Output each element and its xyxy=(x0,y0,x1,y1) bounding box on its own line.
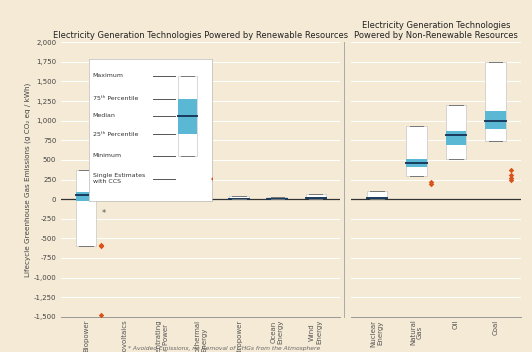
Bar xyxy=(76,170,96,246)
Bar xyxy=(367,190,387,199)
Bar xyxy=(153,193,172,199)
Bar xyxy=(367,198,387,199)
Bar xyxy=(485,62,506,141)
Bar xyxy=(446,105,467,159)
Bar xyxy=(229,198,249,199)
Bar xyxy=(268,198,287,199)
Bar xyxy=(76,192,96,201)
Bar xyxy=(114,193,134,197)
Bar xyxy=(191,192,211,198)
Bar xyxy=(153,195,172,197)
Bar xyxy=(229,196,249,199)
Bar xyxy=(114,187,134,198)
Bar xyxy=(306,194,326,199)
Bar xyxy=(191,194,211,196)
Title: Electricity Generation Technologies Powered by Renewable Resources: Electricity Generation Technologies Powe… xyxy=(53,31,348,40)
Bar xyxy=(446,131,467,145)
Text: * Avoided Emissions, no Removal of GHGs from the Atmosphere: * Avoided Emissions, no Removal of GHGs … xyxy=(128,346,320,351)
Text: *: * xyxy=(102,209,106,218)
Bar xyxy=(406,159,427,167)
Bar xyxy=(306,198,326,199)
Title: Electricity Generation Technologies
Powered by Non-Renewable Resources: Electricity Generation Technologies Powe… xyxy=(354,21,518,40)
Y-axis label: Lifecycle Greenhouse Gas Emissions (g CO₂ eq / kWh): Lifecycle Greenhouse Gas Emissions (g CO… xyxy=(24,82,31,277)
Bar xyxy=(406,126,427,176)
Bar xyxy=(268,197,287,199)
Bar xyxy=(485,111,506,129)
